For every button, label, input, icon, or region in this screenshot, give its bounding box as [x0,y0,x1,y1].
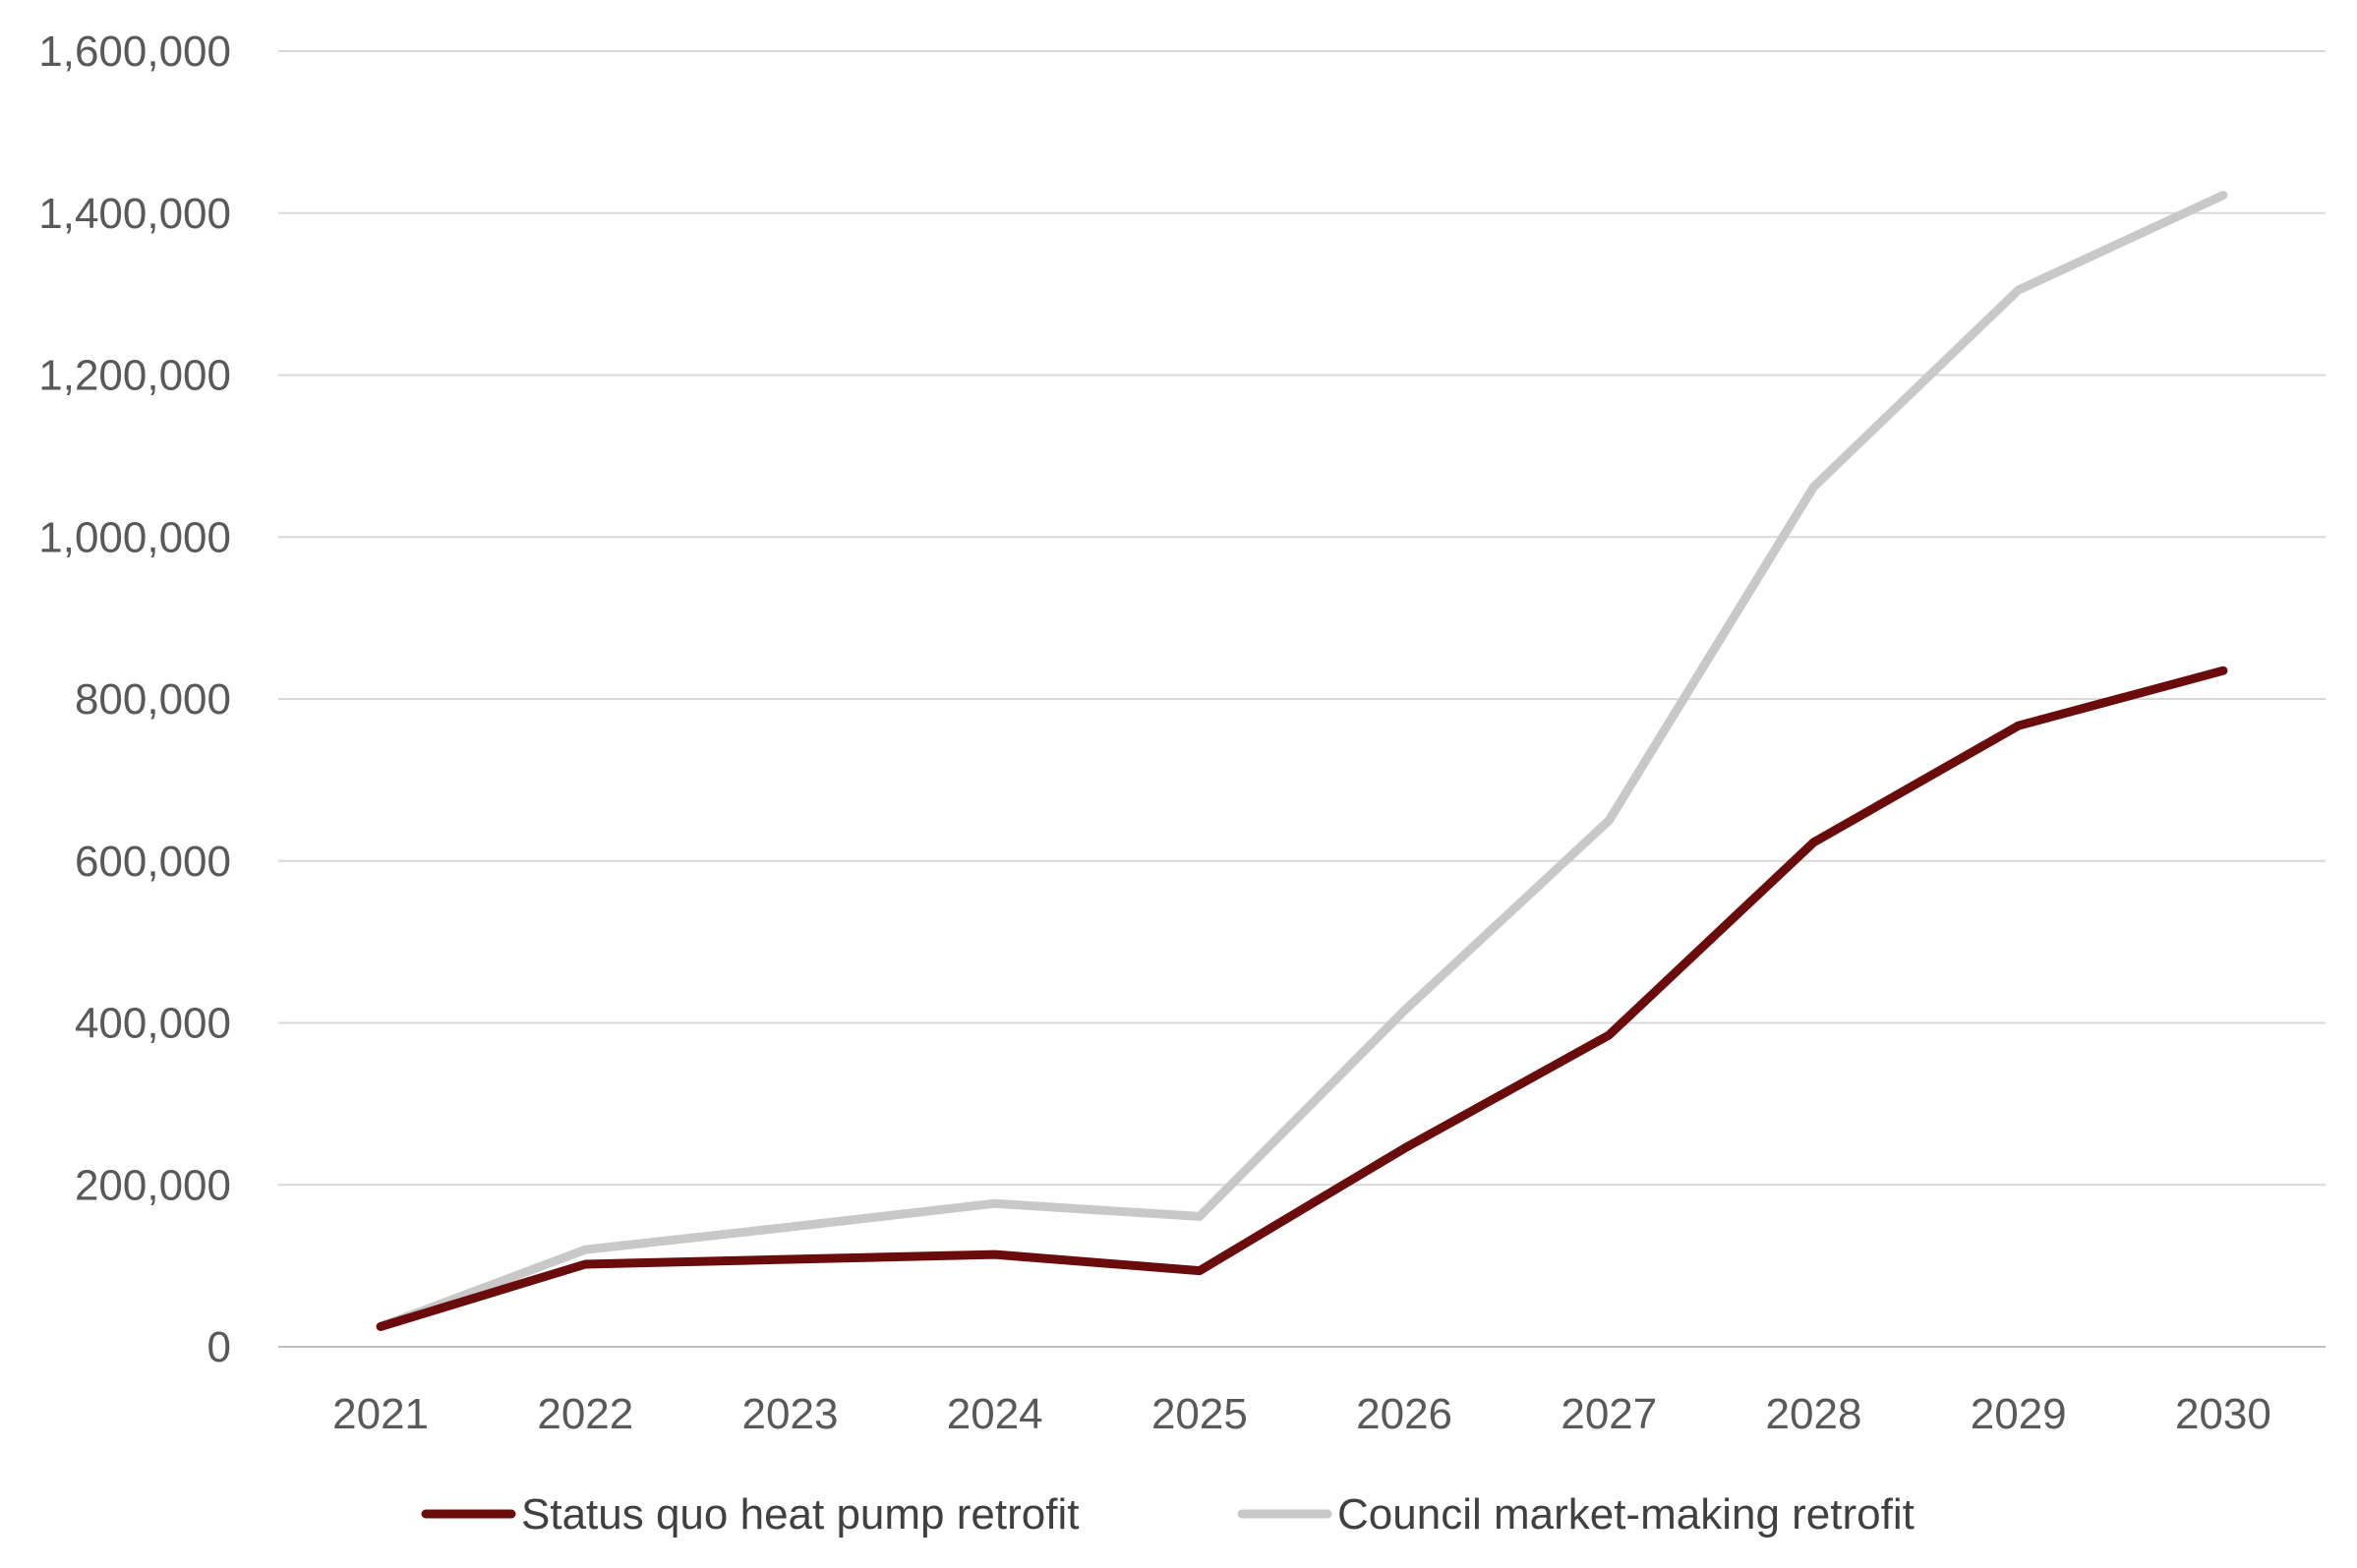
series-lines [376,191,2228,1331]
x-tick-label: 2028 [1766,1390,1862,1438]
x-tick-label: 2030 [2175,1390,2271,1438]
x-axis-tick-labels: 2021 2022 2023 2024 2025 2026 2027 2028 2029 2030 [332,1390,2271,1438]
x-tick-label: 2024 [947,1390,1043,1438]
x-tick-label: 2025 [1151,1390,1248,1438]
legend-label-status-quo: Status quo heat pump retrofit [521,1490,1079,1539]
y-tick-label: 400,000 [75,1000,231,1048]
x-tick-label: 2023 [742,1390,839,1438]
y-tick-label: 800,000 [75,675,231,724]
y-tick-label: 600,000 [75,838,231,886]
y-tick-label: 200,000 [75,1161,231,1209]
y-tick-label: 0 [207,1323,231,1371]
x-tick-label: 2021 [332,1390,429,1438]
series-line-1 [376,191,2228,1331]
legend: Status quo heat pump retrofit Council ma… [421,1490,1915,1539]
y-axis-tick-labels: 0 200,000 400,000 600,000 800,000 1,000,000 1,… [38,28,231,1371]
x-tick-label: 2026 [1356,1390,1452,1438]
x-tick-label: 2027 [1561,1390,1657,1438]
y-tick-label: 1,600,000 [38,28,231,76]
gridlines [278,50,2326,1348]
legend-label-council: Council market-making retrofit [1337,1490,1915,1539]
y-tick-label: 1,400,000 [38,190,231,238]
x-tick-label: 2029 [1971,1390,2067,1438]
series-line-0 [376,666,2228,1331]
y-tick-label: 1,000,000 [38,513,231,561]
y-tick-label: 1,200,000 [38,352,231,400]
x-tick-label: 2022 [537,1390,633,1438]
